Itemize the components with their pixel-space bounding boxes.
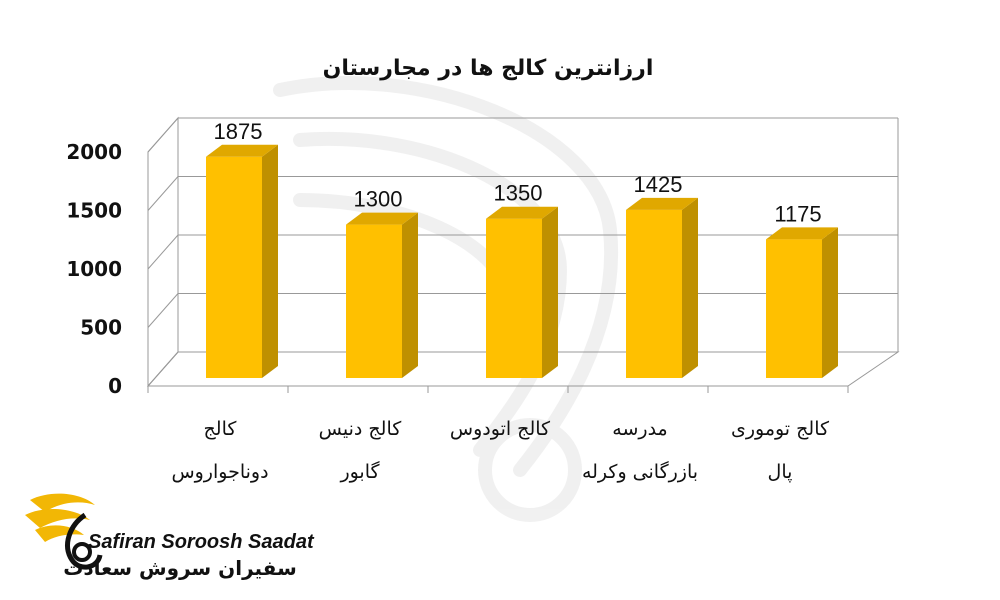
gridline-side xyxy=(147,176,179,211)
y-tick-label: 1500 xyxy=(66,199,122,223)
x-tick-label: کالج xyxy=(204,418,238,440)
bar-side xyxy=(682,197,698,378)
bar-front xyxy=(206,156,262,378)
y-tick-label: 1000 xyxy=(66,257,122,281)
bar-side xyxy=(542,206,558,378)
bar xyxy=(206,144,278,378)
bar-front xyxy=(766,239,822,378)
x-tick-label: پال xyxy=(768,461,793,483)
y-tick-label: 0 xyxy=(108,374,122,398)
x-tick-label: کالج توموری xyxy=(731,418,830,440)
bar-front xyxy=(346,224,402,378)
x-tick-label: بازرگانی وکرله xyxy=(582,460,698,483)
watermark-swan-icon xyxy=(273,76,619,522)
bar-top xyxy=(626,197,698,210)
x-tick-label: دوناجواروس xyxy=(171,461,268,483)
bar-side xyxy=(262,144,278,378)
data-label: 1175 xyxy=(774,201,821,226)
bar-top xyxy=(346,212,418,225)
bar-side xyxy=(822,227,838,378)
logo-name-fa: سفیران سروش سعادت xyxy=(63,556,297,580)
gridline-side xyxy=(147,117,179,153)
x-axis: کالج دوناجواروس کالج دنیس گابور کالج اتودوس م… xyxy=(171,418,830,483)
x-tick-label: کالج دنیس xyxy=(319,418,403,440)
y-tick-label: 500 xyxy=(80,316,122,340)
bar-top xyxy=(766,227,838,240)
gridline-side xyxy=(147,351,179,387)
data-label: 1425 xyxy=(634,172,683,197)
logo-name-en: Safiran Soroosh Saadat xyxy=(88,531,315,553)
x-tick-label: کالج اتودوس xyxy=(450,418,551,440)
bar xyxy=(486,206,558,378)
x-tick-label: گابور xyxy=(339,460,380,483)
bar xyxy=(346,212,418,378)
y-axis: 0 500 1000 1500 2000 xyxy=(66,140,122,398)
bar-side xyxy=(402,212,418,378)
chart-title: ارزانترین کالج ها در مجارستان xyxy=(323,56,654,81)
data-label: 1875 xyxy=(214,119,263,144)
x-tick-label: مدرسه xyxy=(612,418,667,440)
gridline-side xyxy=(147,293,179,328)
bar-top xyxy=(486,206,558,219)
data-labels: 1875 1300 1350 1425 1175 xyxy=(214,119,822,227)
gridline-side xyxy=(147,234,179,270)
bar-top xyxy=(206,144,278,157)
bars xyxy=(206,144,838,378)
bar xyxy=(766,227,838,378)
bar-front xyxy=(626,209,682,378)
y-tick-label: 2000 xyxy=(66,140,122,164)
swan-logo-icon xyxy=(25,493,103,570)
bar xyxy=(626,197,698,378)
brand-logo: Safiran Soroosh Saadat سفیران سروش سعادت xyxy=(25,493,315,580)
data-label: 1300 xyxy=(354,187,403,212)
data-label: 1350 xyxy=(494,181,543,206)
bar-front xyxy=(486,218,542,378)
